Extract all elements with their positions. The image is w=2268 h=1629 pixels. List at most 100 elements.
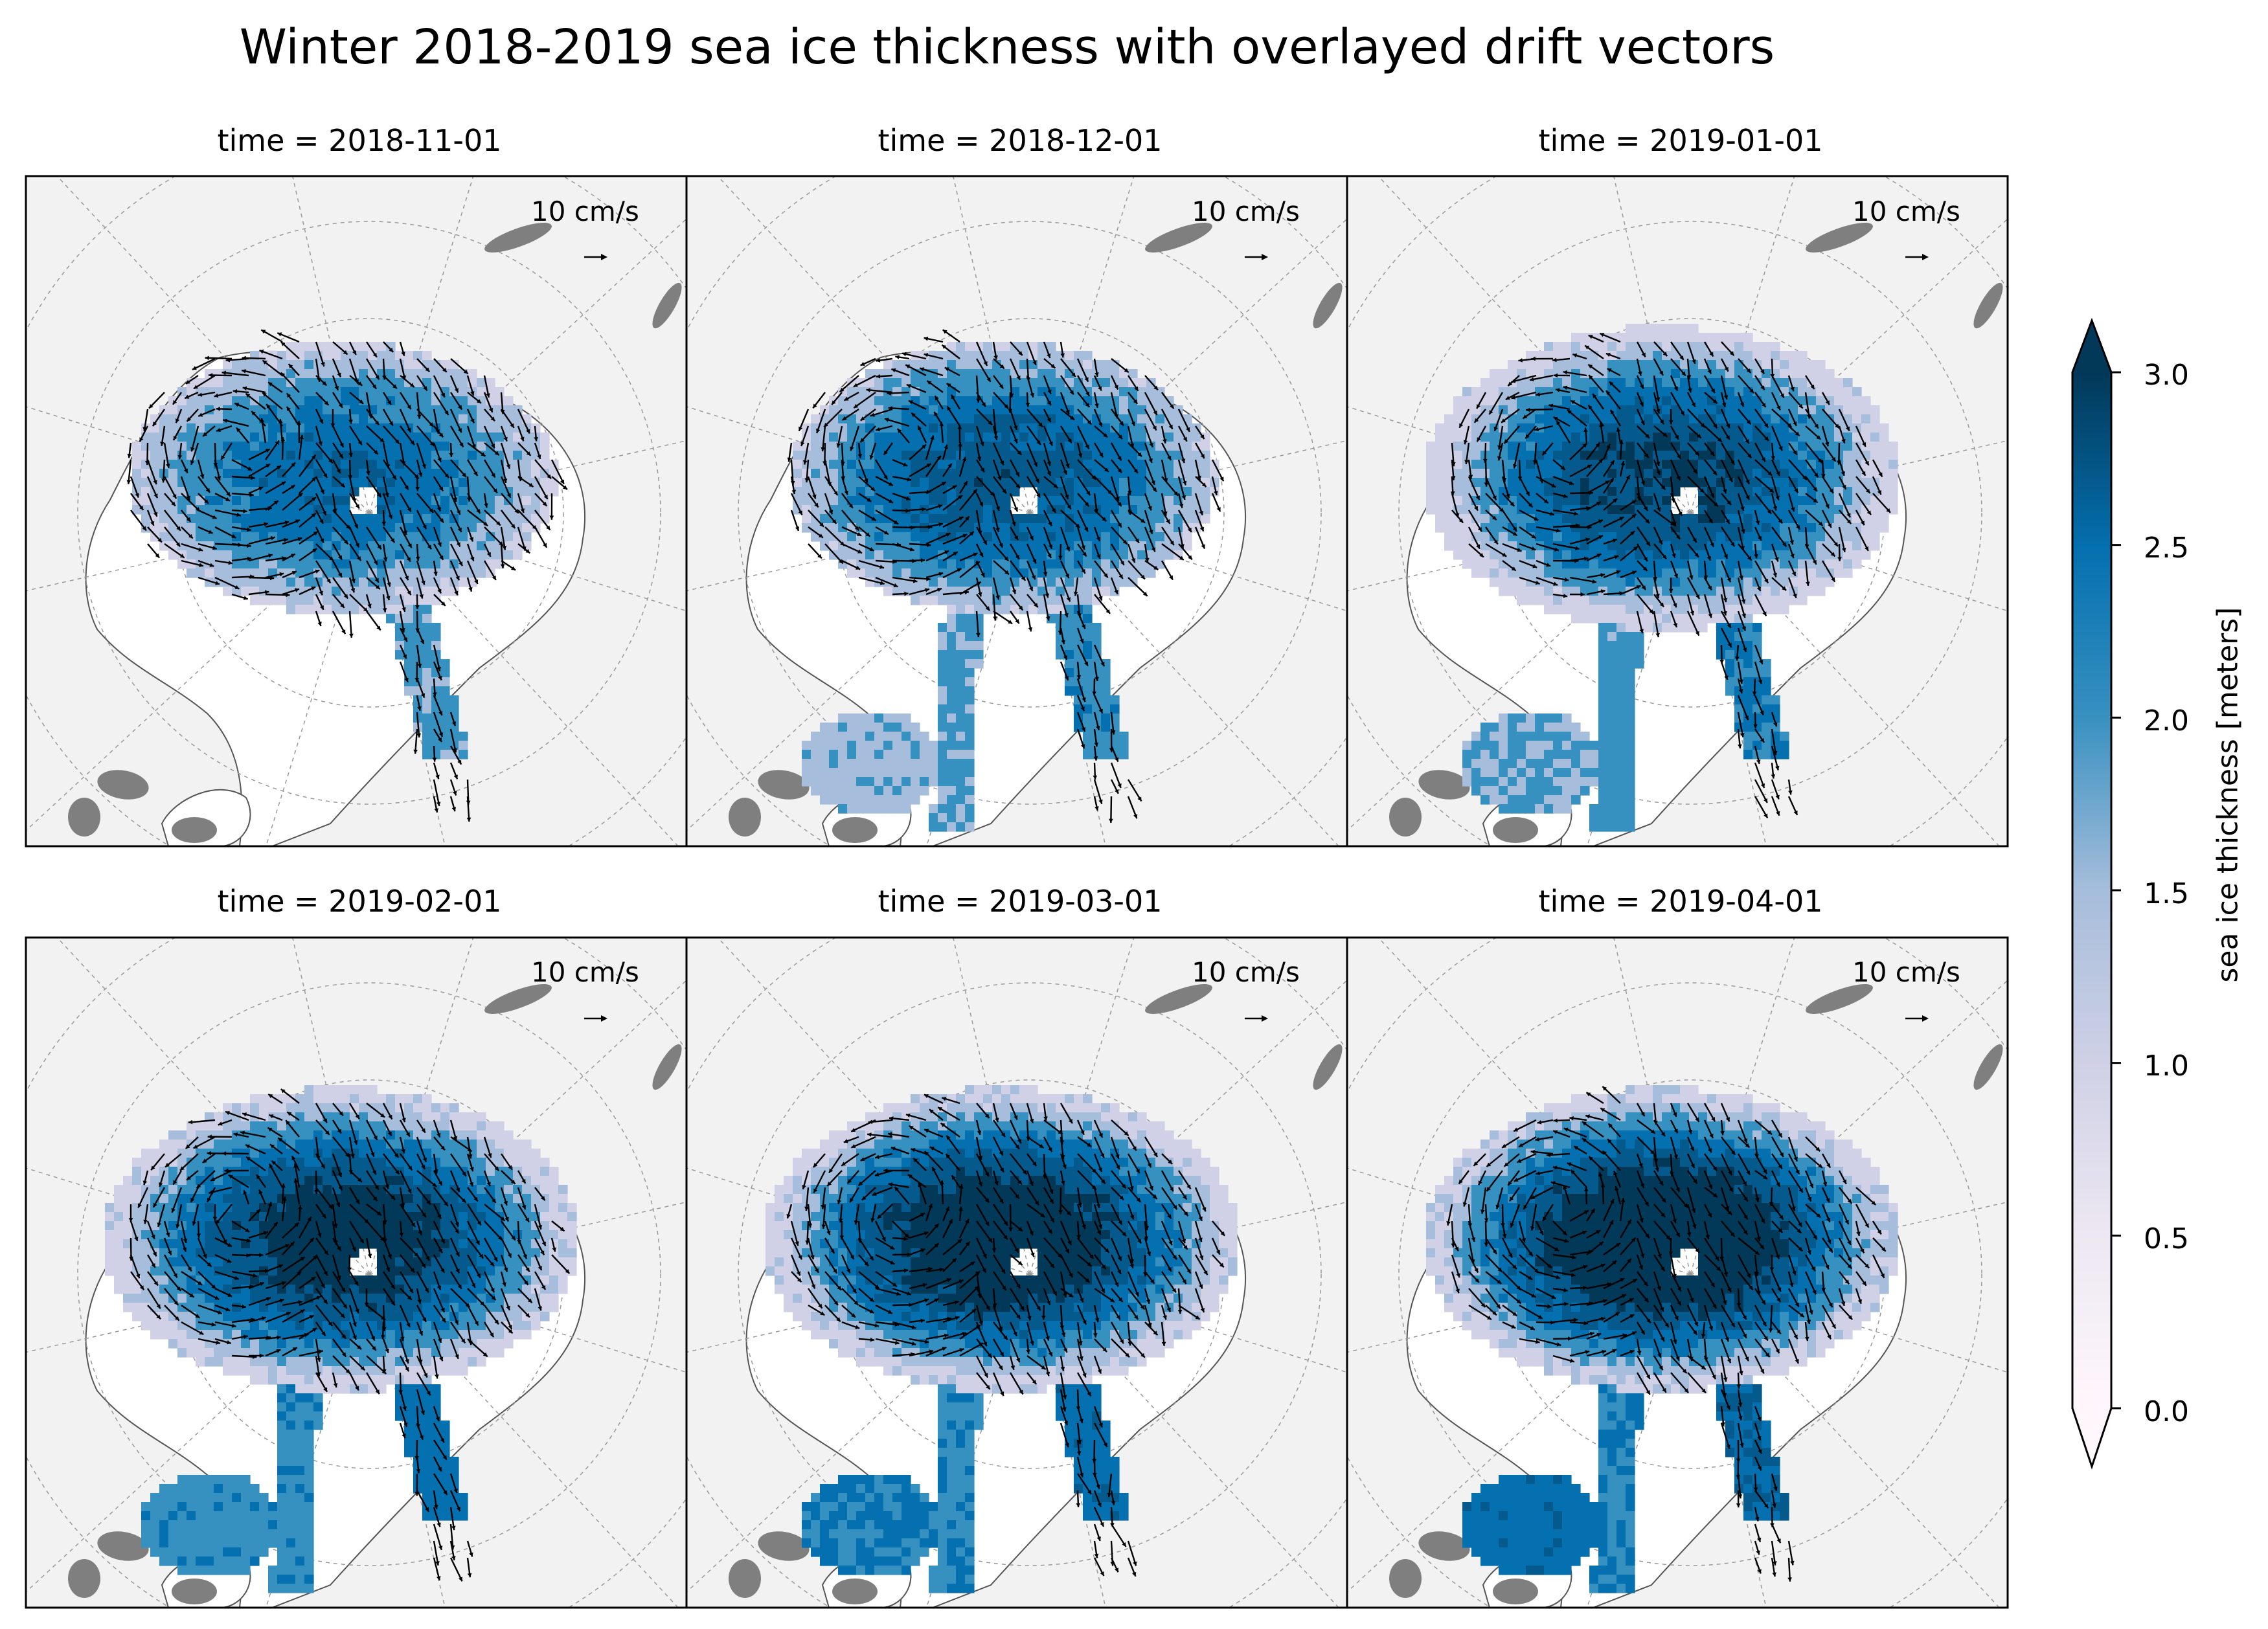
drift-vector-head [534, 437, 538, 442]
ice-cell [1626, 786, 1635, 796]
ice-cell [386, 442, 396, 451]
drift-vector-head [449, 453, 454, 458]
drift-vector-head [1098, 799, 1103, 804]
ice-cell [874, 378, 884, 388]
ice-cell [1626, 713, 1635, 723]
ice-cell [1028, 478, 1038, 488]
drift-vector-head [265, 449, 270, 453]
ice-cell [1038, 451, 1047, 460]
drift-vector-head [1084, 661, 1089, 666]
drift-vector-head [506, 493, 511, 498]
drift-vector [975, 358, 992, 383]
graticule-meridian-3 [1029, 512, 1106, 846]
drift-vector-head [870, 486, 876, 491]
ice-cell [838, 713, 848, 723]
ice-cell [1589, 550, 1599, 560]
ice-cell [1146, 460, 1156, 469]
ice-cell [531, 505, 541, 515]
ice-cell [350, 342, 359, 352]
drift-vector-head [1181, 495, 1186, 500]
ice-cell [892, 387, 902, 397]
drift-vector-head [832, 519, 837, 524]
ice-cell [1526, 777, 1536, 787]
drift-vector-head [867, 497, 872, 502]
drift-vector-head [297, 537, 302, 541]
ice-cell [1092, 568, 1102, 578]
drift-vector-head [1015, 484, 1021, 489]
drift-vector-head [1167, 455, 1172, 460]
drift-vector-head [161, 478, 166, 483]
ice-cell [1626, 596, 1635, 605]
drift-vector-head [268, 553, 273, 558]
ice-cell [440, 578, 450, 587]
ice-cell [277, 514, 287, 524]
ice-cell [1490, 777, 1499, 787]
drift-vector-head [492, 575, 496, 580]
ice-cell [1065, 505, 1074, 515]
drift-vector-head [818, 534, 823, 538]
drift-vector [348, 476, 356, 503]
ice-cell [1535, 414, 1545, 424]
ice-cell [295, 369, 305, 379]
ice-cell [1092, 451, 1102, 460]
drift-vector [1026, 459, 1040, 484]
drift-vector-head [930, 435, 935, 440]
drift-vector-head [326, 578, 331, 583]
lake-2 [652, 282, 682, 329]
ice-cell [1598, 360, 1608, 370]
ice-cell [286, 578, 296, 587]
ice-cell [205, 460, 214, 469]
drift-vector-head [377, 493, 381, 498]
drift-vector [280, 372, 300, 393]
ice-cell [1119, 523, 1129, 533]
ice-cell [1101, 695, 1111, 705]
ice-cell [1083, 433, 1093, 442]
drift-vector-head [1076, 675, 1082, 680]
ice-cell [440, 514, 450, 524]
ice-cell [368, 423, 378, 433]
ice-cell [368, 460, 378, 469]
ice-cell [974, 405, 984, 415]
ice-cell [965, 741, 975, 750]
drift-vector-head [946, 532, 951, 537]
ice-cell [286, 478, 296, 488]
ice-cell [892, 405, 902, 415]
ice-cell [440, 741, 450, 750]
ice-cell [1128, 532, 1138, 542]
ice-cell [1589, 822, 1599, 832]
ice-cell [1517, 433, 1526, 442]
ice-cell [395, 487, 405, 497]
drift-vector-head [514, 508, 519, 513]
drift-vector-head [1067, 438, 1072, 444]
ice-cell [1553, 559, 1563, 569]
ice-cell [1453, 550, 1463, 560]
drift-vector-head [455, 576, 460, 581]
drift-vector-head [1051, 508, 1056, 513]
drift-vector [857, 459, 868, 484]
ice-cell [332, 414, 341, 424]
drift-vector [1144, 459, 1155, 486]
ice-cell [847, 423, 857, 433]
ice-cell [956, 414, 966, 424]
ice-cell [1056, 360, 1065, 370]
drift-vector-head [1081, 727, 1086, 732]
ice-cell [811, 469, 821, 478]
ice-cell [214, 369, 223, 379]
ice-cell [350, 559, 359, 569]
ice-cell [1553, 505, 1563, 515]
ice-cell [196, 433, 205, 442]
ice-cell [1101, 442, 1111, 451]
ice-cell [1480, 723, 1490, 732]
ice-cell [1626, 732, 1635, 741]
ice-cell [829, 423, 839, 433]
ice-cell [1571, 723, 1581, 732]
ice-cell [395, 414, 405, 424]
ice-cell [847, 514, 857, 524]
ice-cell [359, 541, 369, 551]
ice-cell [802, 523, 811, 533]
ice-cell [440, 505, 450, 515]
drift-vector-head [927, 381, 932, 385]
ice-cell [304, 451, 314, 460]
quiver-key-arrowhead [1262, 254, 1268, 260]
drift-vector-head [876, 374, 881, 379]
